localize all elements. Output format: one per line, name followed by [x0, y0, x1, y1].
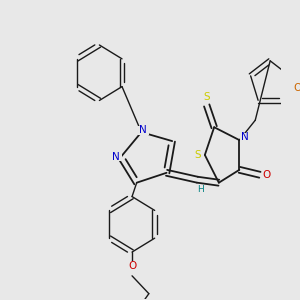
Text: O: O	[128, 261, 136, 271]
Text: O: O	[293, 83, 300, 93]
Text: N: N	[241, 132, 249, 142]
Bar	[202, 93, 211, 102]
Bar	[128, 262, 137, 270]
Text: S: S	[203, 92, 210, 103]
Text: S: S	[194, 150, 201, 160]
Bar	[196, 185, 204, 193]
Bar	[240, 133, 250, 142]
Bar	[262, 170, 271, 179]
Text: N: N	[140, 125, 147, 135]
Bar	[292, 84, 300, 92]
Text: N: N	[112, 152, 120, 162]
Bar	[111, 152, 122, 161]
Text: H: H	[197, 185, 203, 194]
Bar	[193, 151, 202, 159]
Text: O: O	[262, 170, 271, 180]
Bar	[138, 126, 149, 135]
